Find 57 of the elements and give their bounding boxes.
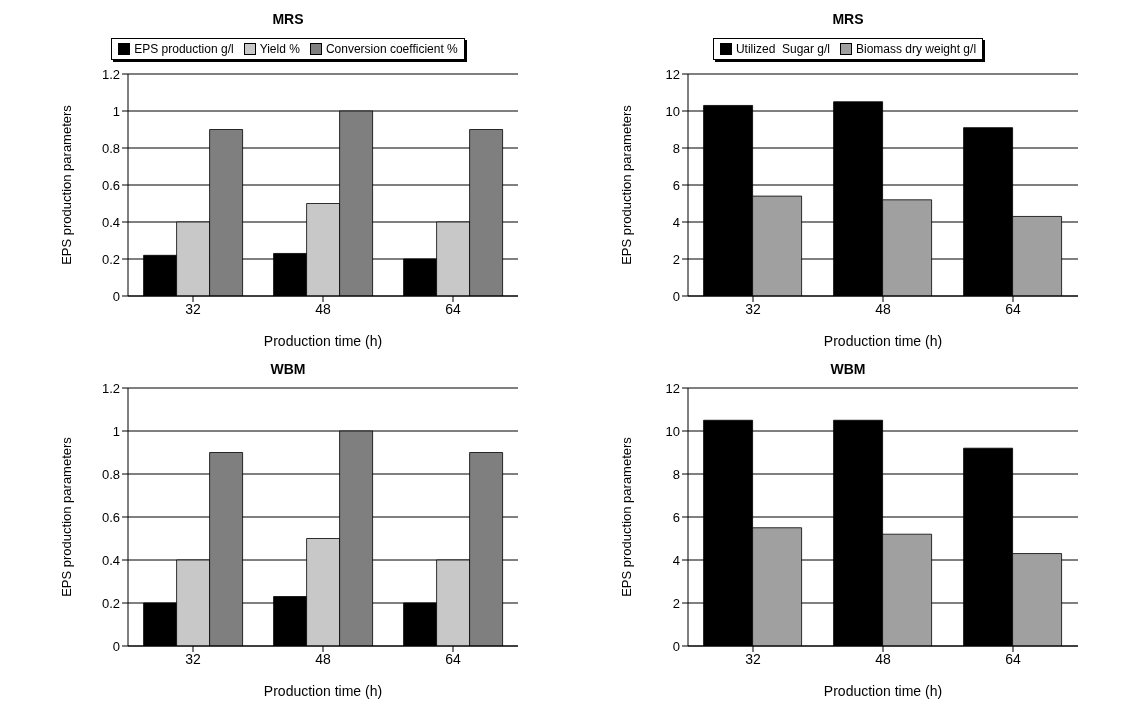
y-tick-label: 12 [665, 66, 680, 82]
y-tick-label: 0 [672, 638, 680, 654]
y-tick-label: 0 [112, 288, 120, 304]
legend-label: Conversion coefficient % [325, 42, 458, 56]
y-tick-label: 0.6 [101, 509, 120, 525]
y-tick-label: 0.4 [101, 552, 120, 568]
y-tick-label: 8 [672, 466, 680, 482]
y-tick-label: 0.8 [101, 140, 120, 156]
y-axis-title: EPS production parameters [618, 104, 634, 265]
y-tick-label: 6 [672, 509, 680, 525]
legend-label: Utilized Sugar g/l [735, 42, 830, 56]
y-tick-label: 1.2 [101, 380, 120, 396]
chart-title: WBM [270, 360, 306, 379]
y-tick-label: 1 [112, 103, 120, 119]
chart-title: WBM [830, 360, 866, 379]
y-tick-label: 8 [672, 140, 680, 156]
chart-title: MRS [832, 10, 864, 29]
y-tick-label: 0 [112, 638, 120, 654]
y-axis-title: EPS production parameters [618, 436, 634, 597]
y-tick-label: 0 [672, 288, 680, 304]
x-tick-label: 32 [185, 650, 201, 667]
y-tick-label: 12 [665, 380, 680, 396]
x-tick-label: 64 [445, 300, 461, 317]
x-tick-label: 64 [1005, 650, 1021, 667]
x-tick-label: 32 [185, 300, 201, 317]
y-tick-label: 2 [672, 251, 680, 267]
x-tick-label: 32 [745, 650, 761, 667]
y-tick-label: 0.2 [101, 595, 120, 611]
y-tick-label: 10 [665, 103, 680, 119]
y-tick-label: 2 [672, 595, 680, 611]
y-tick-label: 0.8 [101, 466, 120, 482]
x-axis-title: Production time (h) [823, 333, 943, 349]
legend-label: Biomass dry weight g/l [856, 42, 977, 56]
y-tick-label: 4 [672, 214, 680, 230]
y-tick-label: 10 [665, 423, 680, 439]
y-tick-label: 0.6 [101, 177, 120, 193]
y-tick-label: 4 [672, 552, 680, 568]
x-axis-title: Production time (h) [823, 683, 943, 699]
x-tick-label: 32 [745, 300, 761, 317]
y-tick-label: 6 [672, 177, 680, 193]
x-tick-label: 48 [875, 300, 891, 317]
x-tick-label: 48 [875, 650, 891, 667]
legend-label: EPS production g/l [134, 42, 234, 56]
y-tick-label: 0.2 [101, 251, 120, 267]
x-axis-title: Production time (h) [263, 683, 383, 699]
x-tick-label: 48 [315, 650, 331, 667]
chart-title: MRS [272, 10, 304, 29]
y-axis-title: EPS production parameters [58, 104, 74, 265]
y-tick-label: 0.4 [101, 214, 120, 230]
x-tick-label: 64 [1005, 300, 1021, 317]
x-tick-label: 48 [315, 300, 331, 317]
x-tick-label: 64 [445, 650, 461, 667]
y-tick-label: 1.2 [101, 66, 120, 82]
y-axis-title: EPS production parameters [58, 436, 74, 597]
y-tick-label: 1 [112, 423, 120, 439]
x-axis-title: Production time (h) [263, 333, 383, 349]
legend-label: Yield % [259, 42, 300, 56]
